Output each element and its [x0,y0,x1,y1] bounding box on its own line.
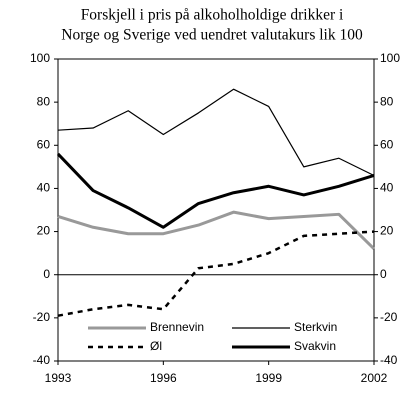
x-tick-label: 1996 [150,371,177,385]
y-tick-label: 20 [37,224,51,238]
plot-frame [57,58,375,362]
series-line [57,210,376,250]
y2-tick-label: 20 [380,224,394,238]
legend-label: Øl [150,339,162,353]
y2-tick-label: -40 [380,353,398,367]
legend-label: Svakvin [294,339,336,353]
y-tick-label: 0 [43,267,50,281]
series-line [57,88,375,177]
y2-tick-label: 100 [380,51,400,65]
y2-tick-label: 60 [380,137,394,151]
series-line [57,230,375,317]
y-tick-label: 100 [30,51,50,65]
chart-title: Norge og Sverige ved uendret valutakurs … [61,27,363,44]
y2-tick-label: 40 [380,181,394,195]
y-tick-label: 40 [37,181,51,195]
y-tick-label: 60 [37,137,51,151]
y-tick-label: -20 [33,310,51,324]
y-tick-label: 80 [37,94,51,108]
x-tick-label: 1993 [45,371,72,385]
x-tick-label: 2002 [361,371,388,385]
legend-label: Sterkvin [294,320,337,334]
y2-tick-label: -20 [380,310,398,324]
x-tick-label: 1999 [255,371,282,385]
y2-tick-label: 80 [380,94,394,108]
y-tick-label: -40 [33,353,51,367]
y2-tick-label: 0 [380,267,387,281]
chart-title: Forskjell i pris på alkoholholdige drikk… [81,7,344,24]
series-line [56,152,375,229]
legend-label: Brennevin [150,320,204,334]
